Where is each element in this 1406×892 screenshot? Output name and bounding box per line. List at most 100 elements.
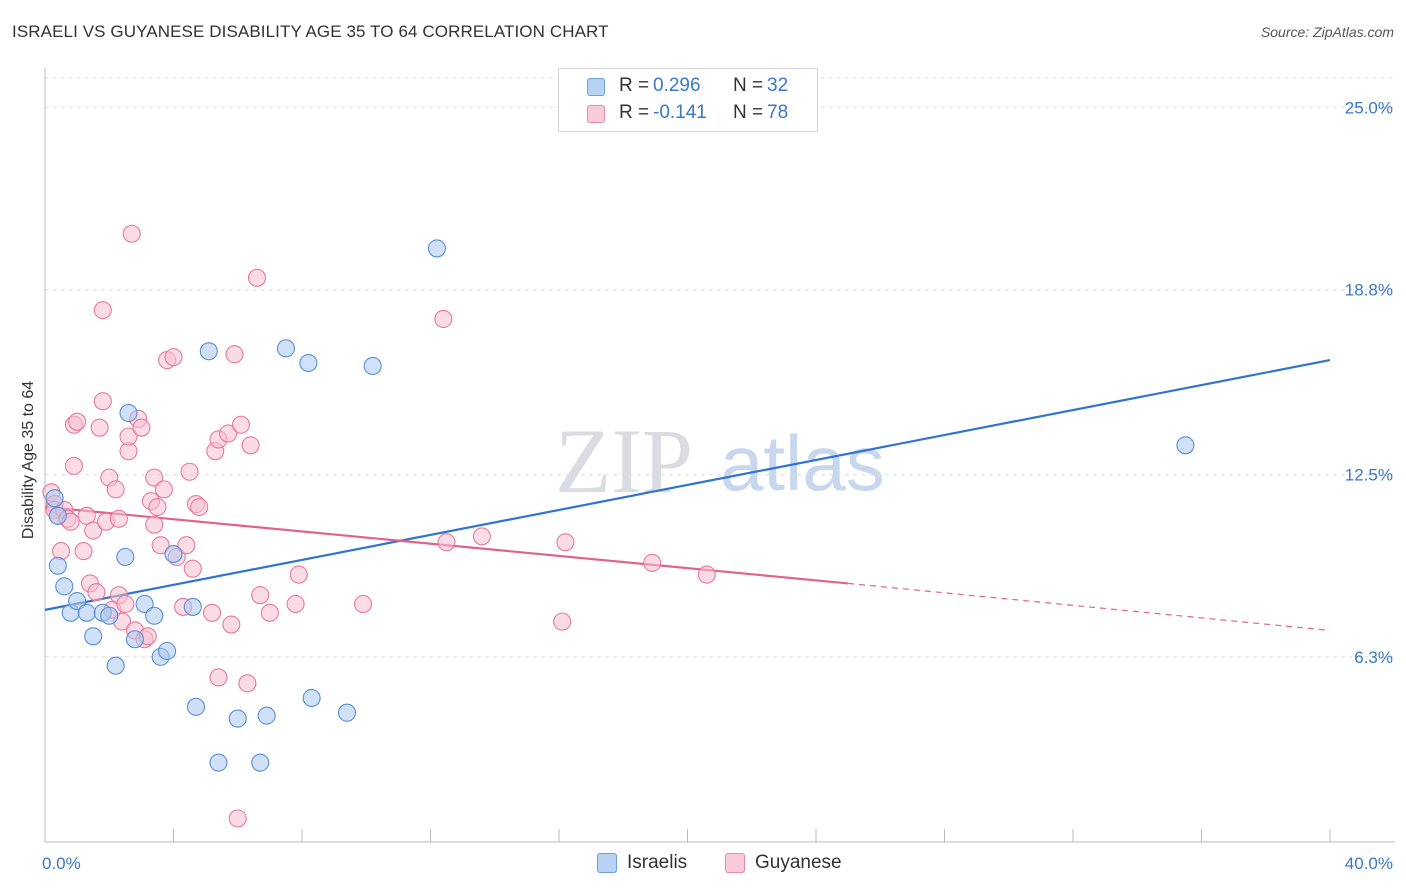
- guyanese-point: [84, 521, 103, 540]
- guyanese-point: [145, 468, 164, 487]
- guyanese-point: [64, 456, 83, 475]
- guyanese-point: [289, 565, 308, 584]
- israelis-point: [158, 641, 177, 661]
- israelis-point: [299, 353, 318, 373]
- legend-guyanese-r: -0.141: [653, 102, 707, 123]
- legend-r-label: R =: [619, 75, 650, 96]
- guyanese-point: [87, 583, 106, 602]
- watermark-zip: ZIP: [555, 410, 693, 512]
- guyanese-point: [203, 603, 222, 622]
- israelis-point: [100, 606, 119, 625]
- guyanese-point: [90, 418, 109, 437]
- israelis-point: [68, 591, 87, 611]
- guyanese-trend-extension: [848, 582, 1331, 632]
- guyanese-point: [556, 533, 575, 552]
- y-tick-label: 6.3%: [1354, 648, 1393, 667]
- israelis-point: [84, 627, 103, 646]
- guyanese-point: [119, 427, 138, 446]
- y-tick-label: 18.8%: [1345, 281, 1393, 300]
- israelis-point: [55, 577, 74, 596]
- guyanese-point: [68, 412, 87, 431]
- israelis-point: [48, 556, 67, 575]
- guyanese-point: [74, 542, 93, 561]
- guyanese-point: [148, 497, 167, 517]
- guyanese-point: [231, 415, 251, 434]
- israelis-point: [45, 489, 64, 508]
- guyanese-point: [437, 533, 456, 552]
- israelis-point: [145, 606, 164, 625]
- israelis-point: [251, 753, 270, 772]
- israelis-point: [276, 339, 295, 358]
- israelis-trend-line: [44, 359, 1331, 611]
- israelis-point: [257, 706, 276, 725]
- guyanese-point: [286, 594, 305, 614]
- guyanese-point: [247, 268, 267, 287]
- legend-n-label: N =: [733, 102, 764, 123]
- data-points: [42, 224, 1195, 828]
- israelis-point: [302, 688, 321, 708]
- guyanese-point: [222, 615, 241, 634]
- israelis-point: [1176, 436, 1195, 455]
- guyanese-point: [183, 559, 202, 578]
- legend-guyanese-n: 78: [767, 102, 789, 123]
- israelis-point: [77, 603, 96, 622]
- guyanese-point: [177, 536, 196, 555]
- guyanese-point: [52, 542, 71, 561]
- guyanese-point: [225, 345, 244, 364]
- israelis-point: [183, 597, 202, 616]
- chart-title: ISRAELI VS GUYANESE DISABILITY AGE 35 TO…: [12, 22, 609, 41]
- guyanese-legend-label: Guyanese: [755, 852, 842, 873]
- tick-labels: 6.3% 12.5% 18.8% 25.0% 0.0% 40.0%: [42, 98, 1393, 873]
- y-tick-label: 12.5%: [1345, 466, 1393, 485]
- guyanese-point: [145, 515, 164, 534]
- x-tick-label-max: 40.0%: [1345, 854, 1393, 873]
- israelis-point: [363, 356, 382, 376]
- guyanese-point: [106, 480, 125, 499]
- israelis-legend-swatch: [597, 853, 617, 873]
- y-tick-label: 25.0%: [1345, 98, 1393, 117]
- guyanese-point: [260, 603, 279, 622]
- israelis-point: [186, 697, 206, 716]
- israelis-point: [209, 753, 228, 772]
- guyanese-point: [154, 480, 173, 499]
- israelis-point: [48, 506, 67, 525]
- x-tick-label-min: 0.0%: [42, 854, 81, 873]
- legend-israelis-r: 0.296: [653, 75, 701, 96]
- guyanese-point: [209, 668, 228, 687]
- guyanese-point: [353, 594, 373, 614]
- guyanese-point: [190, 497, 209, 517]
- guyanese-point: [251, 586, 270, 605]
- israelis-point: [199, 342, 218, 361]
- guyanese-swatch: [587, 105, 605, 123]
- guyanese-point: [241, 436, 260, 455]
- guyanese-point: [643, 553, 662, 572]
- guyanese-point: [151, 536, 170, 555]
- guyanese-point: [93, 392, 112, 411]
- guyanese-point: [697, 565, 716, 584]
- legend-n-label: N =: [733, 75, 764, 96]
- guyanese-point: [93, 301, 112, 320]
- guyanese-point: [219, 424, 238, 443]
- source-label: Source: ZipAtlas.com: [1260, 24, 1394, 40]
- guyanese-point: [132, 418, 151, 437]
- guyanese-legend-swatch: [725, 853, 745, 873]
- legend-r-label: R =: [619, 102, 650, 123]
- guyanese-point: [238, 674, 257, 693]
- guyanese-point: [109, 509, 128, 528]
- israelis-swatch: [587, 78, 605, 96]
- y-axis-label: Disability Age 35 to 64: [20, 381, 37, 539]
- guyanese-point: [472, 527, 491, 546]
- israelis-point: [116, 547, 135, 567]
- israelis-point: [135, 594, 154, 614]
- guyanese-point: [122, 224, 141, 243]
- israelis-point: [427, 239, 446, 258]
- israelis-point: [337, 703, 357, 722]
- guyanese-point: [164, 348, 183, 367]
- axes: [44, 68, 1395, 843]
- israelis-point: [125, 630, 144, 649]
- israelis-point: [228, 709, 247, 728]
- guyanese-point: [434, 309, 453, 329]
- guyanese-point: [116, 594, 135, 614]
- israelis-point: [106, 656, 125, 675]
